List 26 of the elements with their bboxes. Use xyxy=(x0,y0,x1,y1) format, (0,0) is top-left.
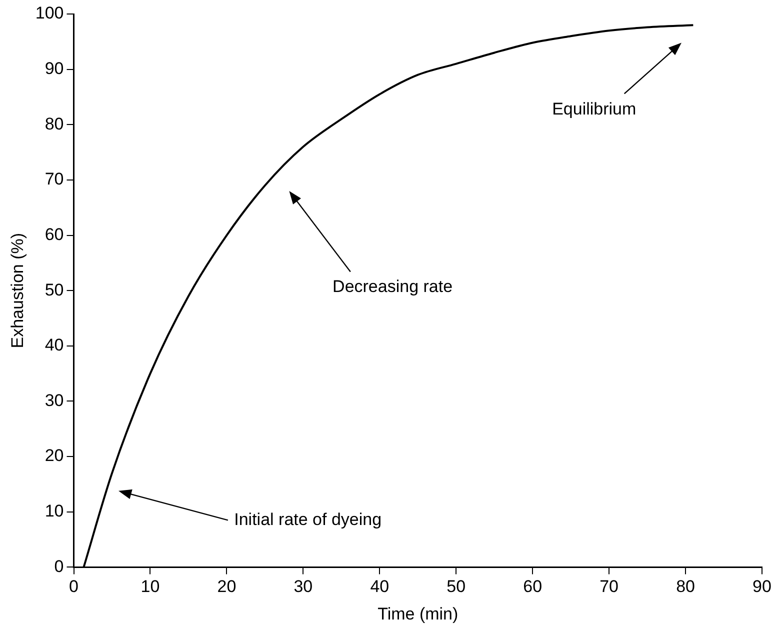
x-tick-label: 0 xyxy=(69,577,78,596)
x-axis-title: Time (min) xyxy=(378,604,458,624)
x-tick-label: 40 xyxy=(370,577,390,596)
y-tick-label: 30 xyxy=(44,390,64,410)
y-axis-title: Exhaustion (%) xyxy=(8,232,27,348)
x-tick-label: 50 xyxy=(446,577,466,596)
y-tick-label: 60 xyxy=(44,224,64,244)
y-tick-label: 70 xyxy=(44,170,64,189)
x-tick-label: 70 xyxy=(600,577,619,596)
annotation: Initial rate of dyeing xyxy=(234,510,382,529)
annotation: Equilibrium xyxy=(552,99,636,118)
y-tick-label: 100 xyxy=(35,4,64,23)
y-tick-label: 40 xyxy=(44,336,64,355)
annotation: Decreasing rate xyxy=(332,276,453,296)
y-tick-label: 50 xyxy=(44,280,64,300)
x-tick-label: 80 xyxy=(676,577,695,596)
y-tick-label: 90 xyxy=(44,59,64,78)
y-tick-label: 80 xyxy=(44,114,64,134)
x-tick-label: 10 xyxy=(140,577,160,596)
x-tick-label: 90 xyxy=(752,577,772,596)
x-tick-label: 30 xyxy=(294,577,313,596)
y-tick-label: 0 xyxy=(54,556,64,576)
x-tick-label: 20 xyxy=(217,577,236,596)
y-tick-label: 10 xyxy=(44,502,64,521)
y-tick-label: 20 xyxy=(44,446,64,466)
x-tick-label: 60 xyxy=(523,577,542,596)
